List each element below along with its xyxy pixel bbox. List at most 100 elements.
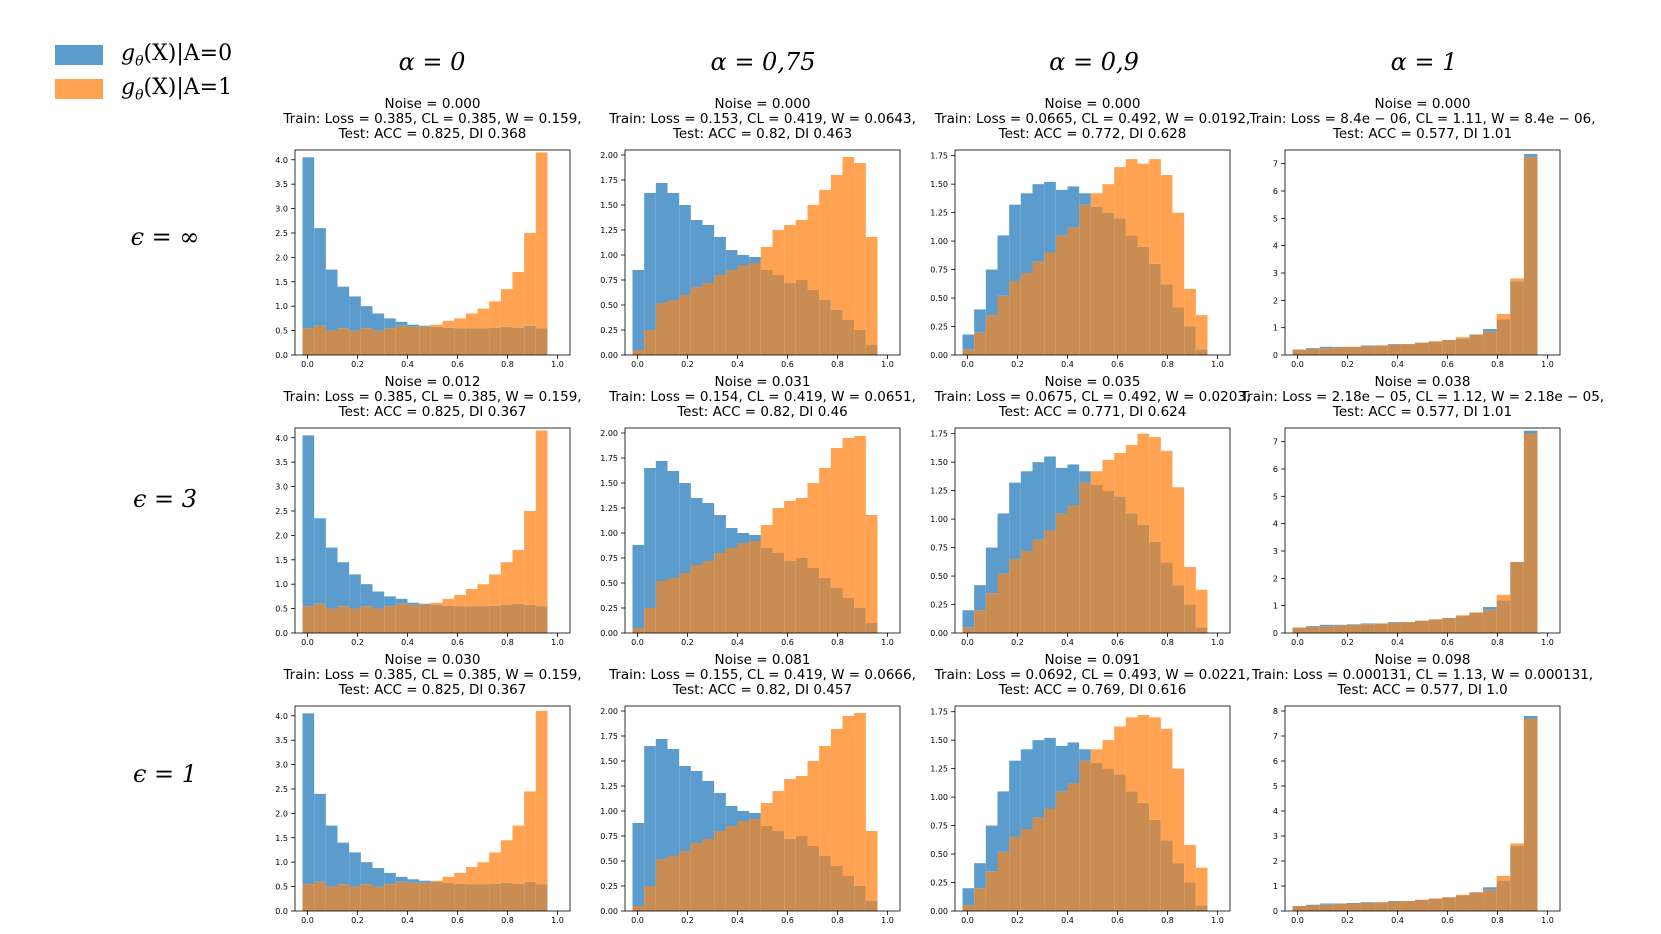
subplot-9-bar-a0-5 (690, 771, 703, 843)
subplot-9-bar-a1-16 (819, 746, 831, 856)
subplot-8-ytick-label-3: 1.5 (275, 834, 288, 843)
subplot-4-title-line-2: Test: ACC = 0.825, DI 0.367 (338, 404, 527, 420)
subplot-8-bar-a1-16 (489, 852, 501, 884)
subplot-6-bar-overlap-6 (1032, 539, 1045, 633)
subplot-5-ytick-label-3: 0.75 (600, 554, 618, 563)
subplot-6-bar-overlap-1 (974, 610, 986, 633)
subplot-10-bar-a1-13 (1114, 726, 1126, 775)
subplot-3-bar-overlap-5 (1360, 346, 1375, 355)
subplot-0-bar-a0-2 (325, 269, 338, 331)
subplot-6-bar-a0-5 (1020, 471, 1033, 551)
subplot-3-bar-overlap-0 (1292, 349, 1307, 355)
subplot-5-bar-a1-16 (819, 468, 831, 578)
subplot-4-bar-overlap-2 (325, 608, 338, 633)
subplot-0-ytick-label-1: 0.5 (275, 327, 288, 336)
subplot-4-bar-a0-4 (349, 574, 361, 609)
subplot-4-bar-overlap-18 (512, 603, 525, 633)
subplot-2-ytick-label-0: 0.00 (930, 351, 948, 360)
row-label-0: ϵ = ∞ (131, 223, 200, 251)
subplot-1-xtick-label-3: 0.6 (781, 360, 794, 369)
subplot-4-bar-overlap-9 (407, 604, 420, 633)
subplot-7-ytick-label-7: 7 (1273, 438, 1278, 447)
subplot-6-bar-a1-12 (1102, 459, 1115, 491)
subplot-9-title-line-0: Noise = 0.081 (715, 652, 811, 668)
subplot-3-bar-overlap-11 (1442, 339, 1456, 355)
subplot-5-ytick-label-4: 1.00 (600, 529, 618, 538)
subplot-2-ytick-label-4: 1.00 (930, 237, 948, 246)
subplot-1-frame (624, 149, 901, 356)
subplot-7-bar-a0-7 (1387, 622, 1402, 623)
subplot-3-bar-overlap-6 (1374, 345, 1388, 355)
subplot-8-bar-a1-12 (442, 876, 455, 883)
subplot-1-bar-a1-15 (807, 205, 820, 290)
subplot-2-bar-a1-18 (1172, 212, 1185, 308)
subplot-11-bar-overlap-8 (1401, 901, 1415, 911)
subplot-6-bar-a1-14 (1125, 445, 1138, 514)
subplot-8-bar-a1-15 (477, 862, 490, 885)
subplot-0-bar-overlap-15 (477, 328, 490, 355)
subplot-9-bar-a1-11 (760, 803, 773, 826)
subplot-1-bar-a1-19 (854, 163, 866, 330)
subplot-3-bar-overlap-7 (1387, 344, 1402, 355)
subplot-8-bar-overlap-5 (360, 884, 373, 911)
subplot-5-bar-overlap-20 (865, 623, 878, 633)
subplot-5-bar-overlap-10 (749, 541, 761, 633)
subplot-10-xtick-label-4: 0.8 (1161, 916, 1174, 925)
subplot-5-bar-a1-18 (842, 438, 855, 598)
subplot-0-bar-a1-20 (535, 152, 548, 329)
subplot-4-title-line-0: Noise = 0.012 (385, 374, 481, 390)
subplot-9-ytick-label-5: 1.25 (600, 782, 618, 791)
subplot-3-bar-a1-16 (1510, 278, 1524, 282)
subplot-1-title-line-1: Train: Loss = 0.153, CL = 0.419, W = 0.0… (608, 111, 916, 127)
legend-a0-suffix: (X)|A=0 (143, 40, 233, 66)
subplot-2-bar-a1-17 (1160, 175, 1173, 285)
subplot-4-bar-overlap-13 (454, 606, 466, 633)
subplot-7-bar-a1-15 (1496, 594, 1511, 601)
subplot-1-bar-a0-2 (655, 183, 668, 303)
subplot-0-bar-overlap-6 (372, 330, 385, 355)
subplot-2-bar-overlap-7 (1044, 252, 1056, 355)
subplot-6-bar-a0-3 (997, 513, 1010, 574)
subplot-0-bar-overlap-5 (360, 328, 373, 355)
subplot-8-xtick-label-1: 0.2 (351, 916, 364, 925)
subplot-9-xtick-label-4: 0.8 (831, 916, 844, 925)
subplot-4-bar-a0-3 (337, 562, 350, 607)
subplot-0-bar-a0-7 (384, 318, 396, 329)
subplot-9-bar-a0-7 (714, 793, 726, 831)
subplot-6-bar-a1-17 (1160, 450, 1173, 563)
subplot-6-xtick-label-3: 0.6 (1111, 638, 1124, 647)
subplot-5-bar-a1-12 (772, 508, 785, 553)
subplot-0-title-line-0: Noise = 0.000 (385, 96, 481, 112)
subplot-2-bar-a0-0 (962, 334, 975, 350)
subplot-10-bar-a1-12 (1102, 740, 1115, 769)
subplot-2-bar-a0-6 (1032, 184, 1045, 262)
subplot-10-bar-a0-9 (1067, 742, 1080, 784)
subplot-5-bar-overlap-9 (737, 543, 750, 633)
subplot-4-bar-a1-14 (465, 589, 478, 607)
subplot-7-bar-overlap-7 (1387, 622, 1402, 633)
subplot-2-bar-overlap-6 (1032, 261, 1045, 355)
subplot-5-bar-overlap-16 (819, 578, 831, 633)
subplot-1-bar-overlap-5 (690, 287, 703, 355)
subplot-6-bar-overlap-20 (1195, 627, 1208, 633)
subplot-5-bar-overlap-5 (690, 565, 703, 633)
subplot-11-bar-overlap-11 (1442, 897, 1456, 911)
subplot-2-title-line-2: Test: ACC = 0.772, DI 0.628 (998, 126, 1187, 142)
subplot-7-frame (1284, 427, 1561, 634)
subplot-2-bar-overlap-3 (997, 295, 1010, 355)
subplot-2-bar-overlap-11 (1090, 206, 1103, 355)
subplot-7-xtick-label-3: 0.6 (1441, 638, 1454, 647)
subplot-8-bar-overlap-8 (395, 881, 408, 911)
subplot-2-bar-overlap-18 (1172, 307, 1185, 355)
subplot-10-xtick-label-0: 0.0 (961, 916, 974, 925)
subplot-11-bar-overlap-10 (1428, 898, 1443, 911)
subplot-1-bar-a0-7 (714, 237, 726, 275)
subplot-9-ytick-label-6: 1.50 (600, 757, 618, 766)
subplot-5-ytick-label-1: 0.25 (600, 604, 618, 613)
subplot-11-xtick-label-3: 0.6 (1441, 916, 1454, 925)
subplot-0-bar-a0-3 (337, 286, 350, 329)
subplot-11-bar-overlap-3 (1333, 904, 1347, 911)
subplot-6-bar-overlap-2 (985, 593, 998, 633)
subplot-9-bar-overlap-4 (679, 851, 691, 911)
subplot-4-bar-overlap-3 (337, 606, 350, 633)
